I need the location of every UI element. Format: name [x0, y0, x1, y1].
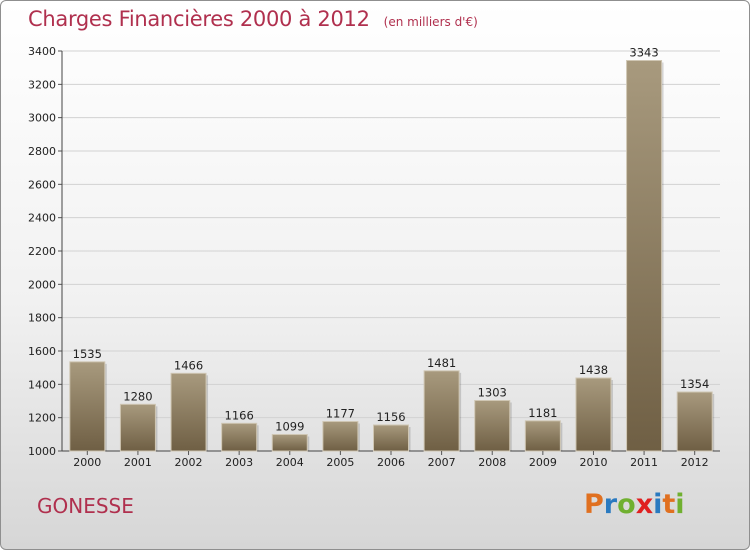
y-tick-label: 2800	[28, 145, 56, 158]
x-tick-label: 2008	[478, 456, 506, 469]
y-tick-label: 2200	[28, 245, 56, 258]
logo-letter: i	[653, 489, 663, 520]
x-tick-label: 2000	[73, 456, 101, 469]
bar-value-label: 1535	[73, 347, 102, 361]
bar-value-label: 1177	[326, 407, 355, 421]
x-tick-label: 2010	[579, 456, 607, 469]
x-tick-label: 2007	[428, 456, 456, 469]
logo-letter: o	[617, 489, 636, 520]
y-tick-label: 1200	[28, 412, 56, 425]
logo-letter: x	[635, 489, 654, 520]
bar-value-label: 1303	[478, 386, 507, 400]
bar-2012	[676, 391, 713, 452]
y-tick-label: 2000	[28, 278, 56, 291]
bar-2008	[474, 400, 511, 452]
bar-value-label: 1438	[579, 363, 608, 377]
x-tick-label: 2009	[529, 456, 557, 469]
logo-letter: t	[662, 489, 676, 520]
bar-value-label: 1099	[275, 420, 304, 434]
bar-2001	[119, 403, 156, 452]
y-tick-label: 3200	[28, 78, 56, 91]
bar-2007	[423, 370, 460, 452]
logo-letter: P	[584, 489, 604, 520]
bar-2011	[626, 60, 663, 452]
x-tick-label: 2003	[225, 456, 253, 469]
logo-letter: i	[675, 489, 685, 520]
y-tick-label: 1000	[28, 445, 56, 458]
bar-2006	[373, 424, 409, 452]
bar-value-label: 1466	[174, 358, 203, 372]
y-tick-label: 2400	[28, 212, 56, 225]
logo-letter: r	[603, 489, 618, 520]
x-tick-label: 2011	[630, 456, 658, 469]
bar-value-label: 3343	[629, 46, 658, 60]
y-tick-label: 1600	[28, 345, 56, 358]
y-tick-label: 1800	[28, 312, 56, 325]
bar-2002	[170, 372, 207, 452]
y-tick-label: 1400	[28, 378, 56, 391]
x-tick-label: 2004	[276, 456, 304, 469]
chart-subtitle: (en milliers d'€)	[383, 15, 478, 29]
bar-value-label: 1354	[680, 377, 709, 391]
bar-2003	[221, 422, 258, 452]
bar-value-label: 1481	[427, 356, 456, 370]
city-name: GONESSE	[37, 494, 134, 518]
bar-value-label: 1156	[376, 410, 405, 424]
bar-2000	[69, 361, 106, 452]
x-tick-label: 2002	[175, 456, 203, 469]
y-tick-label: 3000	[28, 112, 56, 125]
x-tick-label: 2006	[377, 456, 405, 469]
bar-value-label: 1166	[225, 408, 254, 422]
bar-2009	[524, 420, 561, 452]
bar-2005	[322, 421, 359, 452]
proxiti-logo: Proxiti	[584, 489, 685, 520]
bar-value-label: 1181	[528, 406, 557, 420]
x-tick-label: 2001	[124, 456, 152, 469]
x-tick-label: 2012	[681, 456, 709, 469]
chart-title: Charges Financières 2000 à 2012 (en milli…	[28, 7, 478, 31]
x-tick-label: 2005	[326, 456, 354, 469]
chart-title-text: Charges Financières 2000 à 2012	[28, 7, 370, 31]
bar-2010	[575, 377, 612, 452]
bar-2004	[271, 434, 308, 452]
bar-value-label: 1280	[123, 389, 152, 403]
y-tick-label: 2600	[28, 178, 56, 191]
y-tick-label: 3400	[28, 45, 56, 58]
